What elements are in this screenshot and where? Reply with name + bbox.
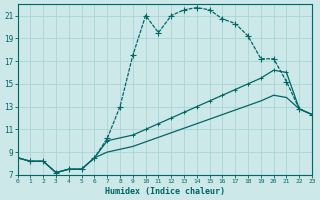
X-axis label: Humidex (Indice chaleur): Humidex (Indice chaleur) (105, 187, 225, 196)
